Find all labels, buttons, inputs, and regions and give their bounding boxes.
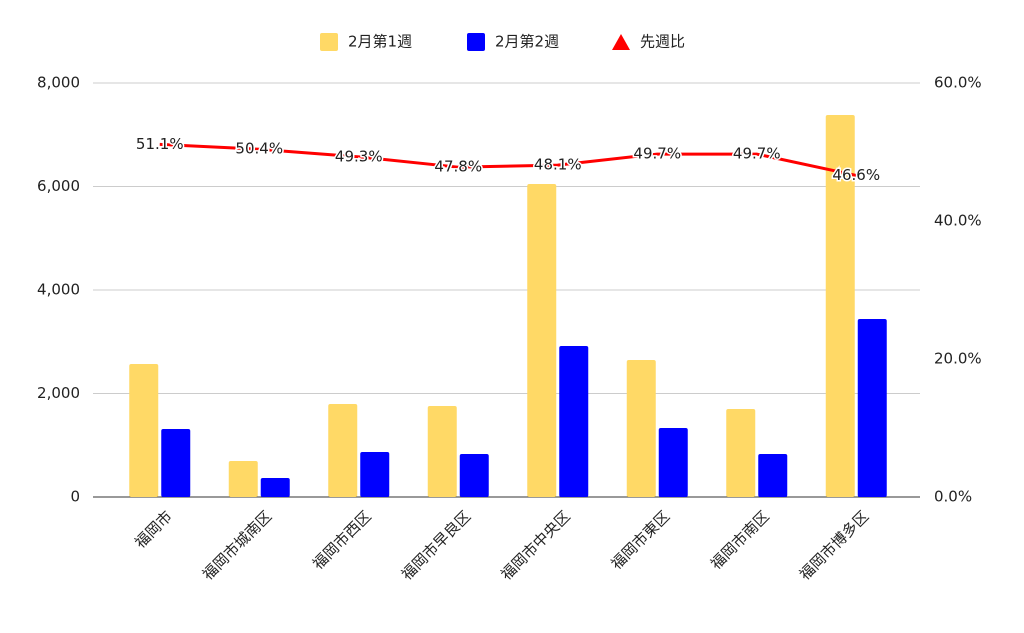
x-tick-label: 福岡市: [131, 507, 176, 552]
bar: [129, 364, 159, 497]
x-tick-label: 福岡市西区: [309, 507, 375, 573]
bar: [360, 451, 390, 497]
bar: [857, 318, 887, 497]
bar: [559, 345, 589, 497]
bar: [758, 453, 788, 497]
bar: [427, 406, 457, 497]
x-tick-label: 福岡市南区: [707, 507, 773, 573]
x-tick-label: 福岡市城南区: [199, 507, 275, 583]
line: [159, 142, 857, 177]
data-label: 49.7%: [633, 145, 681, 163]
legend-marker: [612, 34, 630, 50]
legend-label: 2月第2週: [495, 33, 559, 51]
bar: [527, 184, 557, 498]
y-tick-label: 8,000: [37, 74, 80, 92]
y-tick-label: 4,000: [37, 281, 80, 299]
legend-marker: [467, 33, 485, 51]
y2-tick-label: 0.0%: [934, 488, 972, 506]
data-label: 48.1%: [534, 156, 582, 174]
data-label: 49.3%: [335, 147, 383, 165]
bar: [161, 429, 191, 497]
bar: [328, 404, 358, 497]
bar: [726, 409, 756, 497]
data-label: 46.6%: [832, 166, 880, 184]
x-tick-label: 福岡市中央区: [497, 507, 573, 583]
data-label: 50.4%: [235, 140, 283, 158]
bar: [626, 360, 656, 497]
legend-marker: [320, 33, 338, 51]
y-tick-label: 0: [70, 488, 80, 506]
bar: [658, 428, 688, 497]
y2-tick-label: 40.0%: [934, 212, 982, 230]
y2-tick-label: 60.0%: [934, 74, 982, 92]
y2-tick-label: 20.0%: [934, 350, 982, 368]
data-label: 49.7%: [733, 145, 781, 163]
legend-label: 2月第1週: [348, 33, 412, 51]
x-tick-label: 福岡市早良区: [398, 507, 474, 583]
bar: [228, 460, 258, 497]
y-tick-label: 2,000: [37, 384, 80, 402]
x-tick-label: 福岡市東区: [607, 507, 673, 573]
legend-label: 先週比: [640, 33, 685, 51]
x-tick-label: 福岡市博多区: [796, 507, 872, 583]
bar: [260, 478, 290, 497]
data-label: 47.8%: [434, 158, 482, 176]
data-label: 51.1%: [136, 135, 184, 153]
y-tick-label: 6,000: [37, 177, 80, 195]
bar: [459, 453, 489, 497]
bar: [825, 114, 855, 497]
